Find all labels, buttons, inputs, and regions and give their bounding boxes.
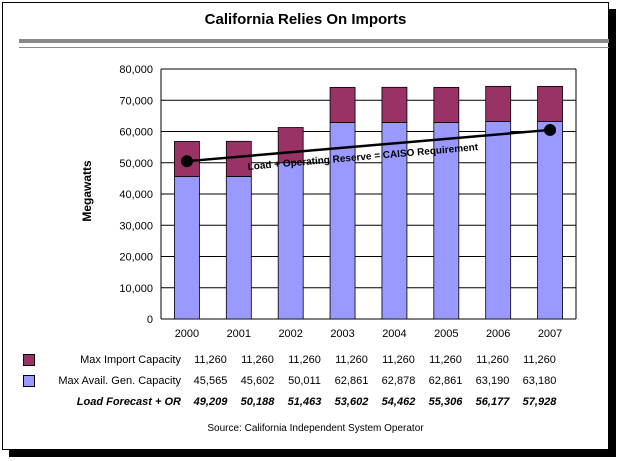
bars [174, 85, 563, 320]
x-tick-label: 2002 [278, 328, 302, 340]
bar-import-capacity [277, 127, 304, 164]
grid-lines [160, 68, 577, 320]
x-tick-label: 2000 [175, 328, 199, 340]
data-value: 62,861 [334, 374, 369, 387]
y-tick-label: 20,000 [119, 252, 153, 264]
data-value: 45,602 [240, 374, 275, 387]
trend-end-marker [544, 123, 557, 136]
data-value: 62,861 [428, 374, 463, 387]
data-value: 11,260 [523, 353, 556, 366]
data-value: 50,188 [240, 395, 275, 408]
bar-import-capacity [381, 86, 408, 123]
data-value: 53,602 [334, 395, 369, 408]
bar-import-capacity [225, 140, 252, 177]
data-value: 51,463 [287, 395, 322, 408]
legend-swatch-cell [17, 391, 45, 412]
bar-import-capacity [329, 86, 356, 123]
y-tick-label: 0 [147, 314, 153, 326]
data-value: 55,306 [428, 395, 463, 408]
data-value: 11,260 [241, 353, 274, 366]
series-name: Max Avail. Gen. Capacity [58, 374, 181, 387]
bar-chart: Megawatts 0 10,000 20,000 30,000 40,000 50,00… [80, 64, 577, 340]
data-table-row: Max Avail. Gen. Capacity 45,565 45,602 50,0… [17, 370, 563, 391]
data-value: 11,260 [382, 353, 415, 366]
y-tick-label: 80,000 [119, 64, 153, 76]
data-value: 62,878 [381, 374, 416, 387]
legend-swatch [23, 374, 35, 387]
chart-title: California Relies On Imports [204, 11, 407, 28]
series-name: Load Forecast + OR [76, 395, 181, 408]
y-tick-label: 10,000 [119, 283, 153, 295]
trend-start-marker [180, 155, 193, 168]
data-value: 11,260 [194, 353, 227, 366]
bar-gen-capacity [277, 162, 304, 320]
data-value: 63,190 [475, 374, 510, 387]
chart-frame: California Relies On Imports Megawatts 0… [2, 2, 609, 450]
bar-import-capacity [485, 85, 512, 122]
x-tick-label: 2004 [382, 328, 406, 340]
x-tick-label: 2007 [538, 328, 562, 340]
data-value: 50,011 [288, 374, 321, 387]
y-tick-label: 50,000 [119, 158, 153, 170]
bar-gen-capacity [174, 176, 200, 320]
title-rule-thick [19, 39, 609, 43]
data-value: 49,209 [193, 395, 228, 408]
bar-gen-capacity [225, 176, 252, 320]
data-table-row: Load Forecast + OR 49,209 50,188 51,463 53,6… [17, 391, 563, 412]
bar-import-capacity [433, 86, 460, 123]
legend-swatch [23, 353, 35, 366]
data-value: 54,462 [381, 395, 416, 408]
bar-gen-capacity [329, 122, 356, 320]
x-tick-label: 2001 [227, 328, 251, 340]
x-tick-labels: 2000 2001 2002 2003 2004 2005 2006 2007 [175, 328, 563, 340]
data-value: 57,928 [522, 395, 557, 408]
data-value: 11,260 [335, 353, 368, 366]
x-tick-label: 2005 [434, 328, 458, 340]
y-tick-label: 40,000 [119, 189, 153, 201]
y-tick-labels: 0 10,000 20,000 30,000 40,000 50,000 60,000 70,… [119, 64, 153, 326]
y-tick-label: 70,000 [119, 95, 153, 107]
bar-gen-capacity [381, 122, 408, 320]
data-table: Max Import Capacity 11,260 11,260 11,260 11,… [17, 349, 563, 412]
legend-swatch-cell [17, 370, 45, 391]
y-tick-label: 30,000 [119, 220, 153, 232]
bar-gen-capacity [537, 121, 563, 320]
data-value: 45,565 [193, 374, 228, 387]
x-tick-label: 2006 [486, 328, 510, 340]
data-table-row: Max Import Capacity 11,260 11,260 11,260 11,… [17, 349, 563, 370]
source-note: Source: California Independent System Op… [207, 423, 424, 434]
y-tick-label: 60,000 [119, 127, 153, 139]
x-tick-label: 2003 [330, 328, 354, 340]
data-value: 11,260 [288, 353, 321, 366]
y-axis-label: Megawatts [80, 160, 94, 222]
data-value: 11,260 [476, 353, 509, 366]
requirement-trend-line [186, 128, 551, 163]
data-value: 63,180 [522, 374, 557, 387]
data-value: 11,260 [429, 353, 462, 366]
legend-swatch-cell [17, 349, 45, 370]
bar-gen-capacity [485, 121, 512, 320]
data-value: 56,177 [475, 395, 510, 408]
title-rule-thin [19, 47, 609, 48]
series-name: Max Import Capacity [80, 353, 181, 366]
bar-import-capacity [537, 85, 563, 122]
